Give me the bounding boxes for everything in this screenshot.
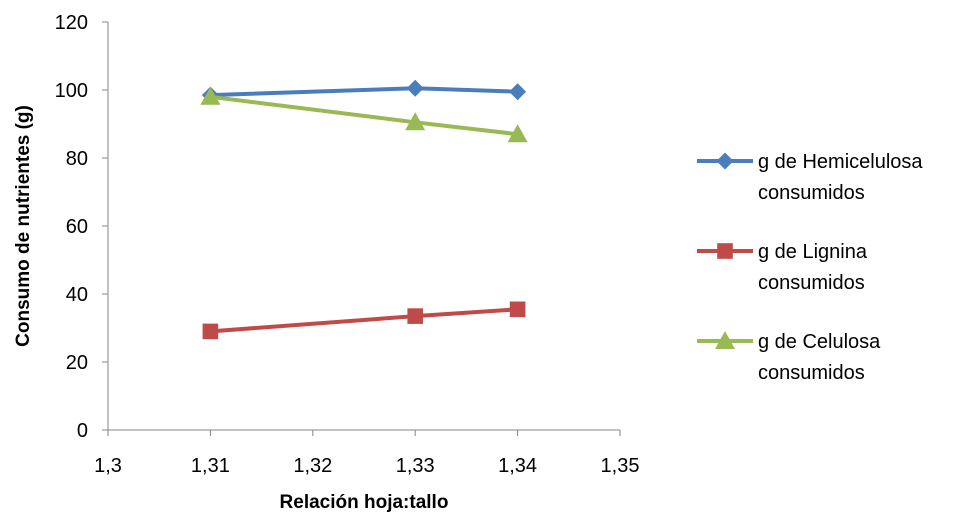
legend-label: consumidos	[758, 362, 865, 384]
data-point-square	[509, 301, 526, 318]
data-point-triangle	[405, 112, 426, 131]
data-point-triangle	[200, 86, 221, 105]
legend-label: g de Lignina	[758, 241, 868, 263]
x-tick-label: 1,35	[601, 455, 640, 477]
y-tick-label: 60	[66, 216, 88, 238]
data-point-square	[717, 243, 733, 259]
series	[200, 79, 528, 340]
data-point-triangle	[715, 331, 735, 349]
x-tick-label: 1,31	[191, 455, 230, 477]
legend-label: g de Celulosa	[758, 331, 881, 353]
y-axis-title: Consumo de nutrientes (g)	[13, 105, 34, 347]
series-line-square	[210, 307, 518, 334]
legend-label: g de Hemicelulosa	[758, 151, 923, 173]
data-point-diamond	[716, 152, 734, 170]
series-line-diamond	[210, 86, 518, 98]
data-point-square	[202, 323, 219, 340]
y-tick-label: 80	[66, 148, 88, 170]
legend-label: consumidos	[758, 182, 865, 204]
ticks: 0 20 40 60 80 100 120 1,3 1,31 1,32 1,33 1,34 1,35	[55, 12, 640, 477]
axes	[107, 22, 620, 431]
x-axis-title: Relación hoja:tallo	[280, 492, 449, 513]
legend-label: consumidos	[758, 272, 865, 294]
y-tick-label: 40	[66, 284, 88, 306]
x-tick-label: 1,34	[498, 455, 537, 477]
y-tick-label: 120	[55, 12, 88, 34]
data-point-diamond	[406, 79, 424, 97]
legend: g de Hemicelulosa consumidos g de Lignina c…	[697, 151, 923, 384]
data-point-square	[407, 308, 423, 324]
x-tick-label: 1,3	[94, 455, 122, 477]
y-tick-label: 0	[77, 420, 88, 442]
data-point-diamond	[509, 83, 527, 101]
x-tick-label: 1,32	[293, 455, 332, 477]
x-tick-label: 1,33	[396, 455, 435, 477]
y-tick-label: 100	[55, 80, 88, 102]
y-tick-label: 20	[66, 352, 88, 374]
series-line-triangle	[210, 94, 518, 137]
data-point-triangle	[507, 124, 528, 143]
